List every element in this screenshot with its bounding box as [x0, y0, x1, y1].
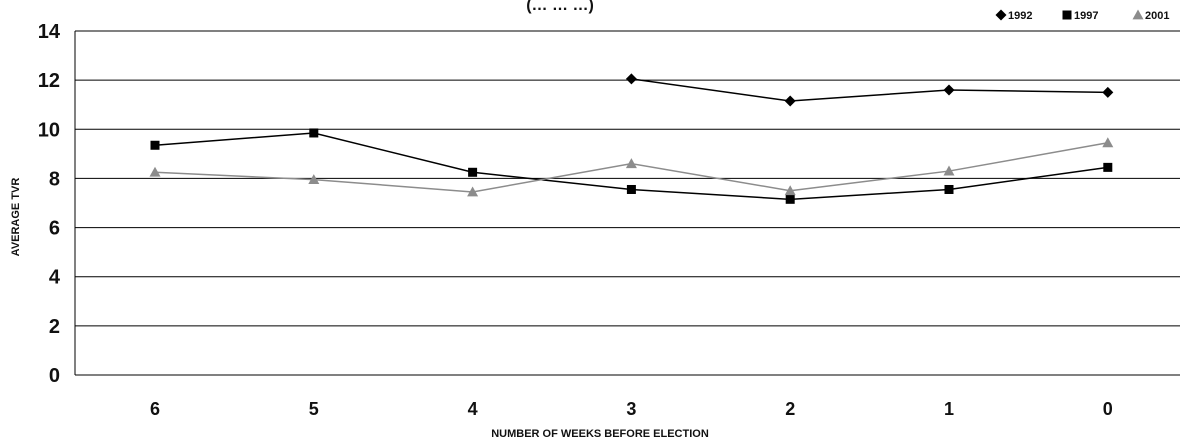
y-axis-title: AVERAGE TVR [10, 178, 22, 257]
x-axis-title: NUMBER OF WEEKS BEFORE ELECTION [491, 428, 709, 440]
y-tick-label: 10 [38, 119, 60, 141]
data-point-1997 [309, 128, 319, 138]
legend-label: 2001 [1145, 10, 1169, 22]
y-tick-label: 12 [38, 70, 60, 92]
series-line-1992 [631, 78, 1108, 102]
data-point-1997 [785, 194, 795, 204]
y-tick-label: 6 [49, 218, 60, 240]
series-lines [154, 78, 1108, 201]
data-point-1997 [1103, 162, 1113, 172]
data-point-2001 [467, 186, 479, 197]
x-tick-label: 3 [626, 399, 636, 419]
data-point-2001 [308, 174, 320, 185]
data-point-1992 [1102, 86, 1114, 98]
data-point-2001 [784, 185, 796, 196]
legend: 1992 1997 2001 [995, 9, 1169, 22]
legend-marker-1992 [995, 9, 1007, 21]
y-tick-label: 14 [38, 21, 61, 43]
data-point-1997 [468, 167, 478, 177]
x-tick-label: 0 [1103, 399, 1113, 419]
data-point-1992 [943, 84, 955, 96]
x-tick-label: 4 [468, 399, 478, 419]
x-tick-label: 6 [150, 399, 160, 419]
y-tick-label: 4 [49, 267, 61, 289]
x-tick-label: 2 [785, 399, 795, 419]
gridlines [74, 30, 1180, 376]
legend-marker-1997 [1062, 10, 1072, 20]
data-point-1997 [626, 184, 636, 194]
legend-marker-2001 [1132, 9, 1144, 20]
data-point-2001 [943, 165, 955, 176]
legend-item-2001: 2001 [1132, 9, 1169, 22]
x-tick-label: 5 [309, 399, 319, 419]
legend-label: 1992 [1008, 10, 1032, 22]
legend-item-1992: 1992 [995, 9, 1032, 22]
y-tick-label: 0 [49, 365, 60, 387]
legend-item-1997: 1997 [1062, 10, 1098, 22]
data-point-1997 [944, 184, 954, 194]
legend-label: 1997 [1074, 10, 1098, 22]
chart-title: (… … …) [526, 0, 594, 14]
data-point-1992 [784, 95, 796, 107]
data-point-2001 [1102, 137, 1114, 148]
data-point-1997 [150, 140, 160, 150]
data-point-2001 [625, 158, 637, 169]
data-point-1992 [625, 73, 637, 85]
y-tick-label: 2 [49, 316, 60, 338]
x-tick-label: 1 [944, 399, 954, 419]
y-axis-ticks: 0 2 4 6 8 10 12 14 [38, 21, 61, 387]
y-tick-label: 8 [49, 168, 60, 190]
data-markers [149, 73, 1114, 204]
x-axis-ticks: 6 5 4 3 2 1 0 [150, 399, 1113, 419]
data-point-2001 [149, 166, 161, 177]
